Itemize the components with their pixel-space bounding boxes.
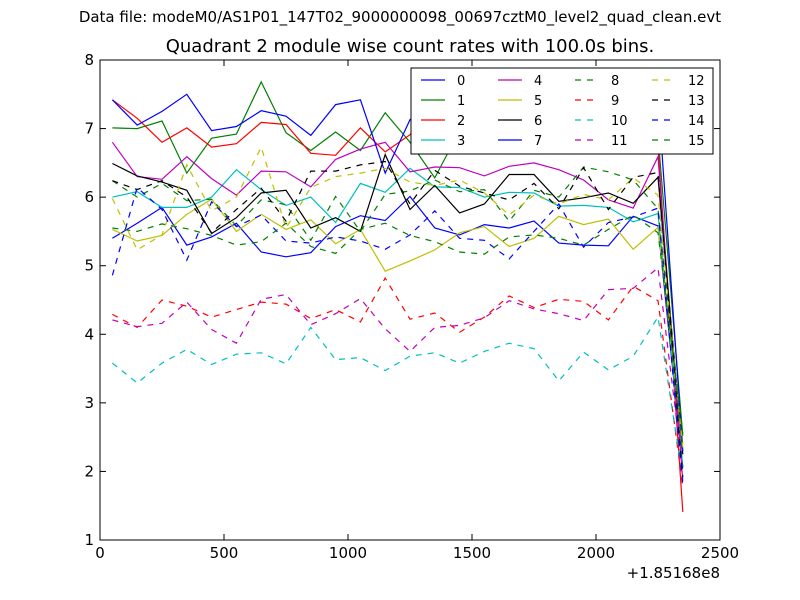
x-tick-label: 500	[210, 544, 239, 562]
y-tick-label: 1	[84, 531, 94, 549]
series-line-4	[111, 141, 684, 482]
x-tick-label: 2000	[577, 544, 615, 562]
y-tick-label: 6	[84, 188, 94, 206]
series-line-13	[112, 160, 684, 477]
legend-label-10: 10	[611, 114, 628, 129]
series-line-14	[111, 186, 684, 486]
legend-label-0: 0	[457, 74, 465, 89]
series-line-9	[112, 276, 684, 487]
legend-label-9: 9	[611, 94, 619, 109]
y-tick-label: 5	[84, 257, 94, 275]
legend-label-12: 12	[688, 74, 705, 89]
series-line-15	[112, 214, 684, 434]
legend-label-8: 8	[611, 74, 619, 89]
x-tick-label: 1000	[329, 544, 367, 562]
y-tick-label: 8	[84, 51, 94, 69]
plot-frame	[99, 59, 721, 541]
series-line-3	[112, 167, 684, 469]
y-tick-label: 7	[84, 120, 94, 138]
legend-label-2: 2	[457, 114, 465, 129]
legend-box	[410, 67, 714, 155]
series-line-11	[112, 266, 684, 471]
legend-label-7: 7	[534, 134, 542, 149]
legend-label-14: 14	[688, 114, 705, 129]
x-tick-label: 1500	[453, 544, 491, 562]
series-line-2	[112, 99, 684, 512]
legend-label-5: 5	[534, 94, 542, 109]
series-line-8	[112, 166, 684, 451]
legend-label-3: 3	[457, 134, 465, 149]
series-line-12	[111, 145, 684, 448]
legend-label-1: 1	[457, 94, 465, 109]
legend-label-6: 6	[534, 114, 542, 129]
y-tick-label: 2	[84, 462, 94, 480]
series-line-10	[112, 315, 684, 478]
legend-label-11: 11	[611, 134, 628, 149]
x-tick-label: 2500	[701, 544, 739, 562]
data-file-header: Data file: modeM0/AS1P01_147T02_90000000…	[78, 8, 722, 26]
x-tick-label: 0	[95, 544, 105, 562]
y-tick-label: 4	[84, 325, 94, 343]
legend-label-4: 4	[534, 74, 542, 89]
series-line-5	[112, 198, 684, 445]
series-line-0	[112, 195, 684, 468]
x-offset-label: +1.85168e8	[627, 564, 720, 582]
chart-title: Quadrant 2 module wise count rates with …	[165, 36, 655, 57]
legend-label-15: 15	[688, 134, 705, 149]
y-tick-label: 3	[84, 394, 94, 412]
legend-label-13: 13	[688, 94, 705, 109]
